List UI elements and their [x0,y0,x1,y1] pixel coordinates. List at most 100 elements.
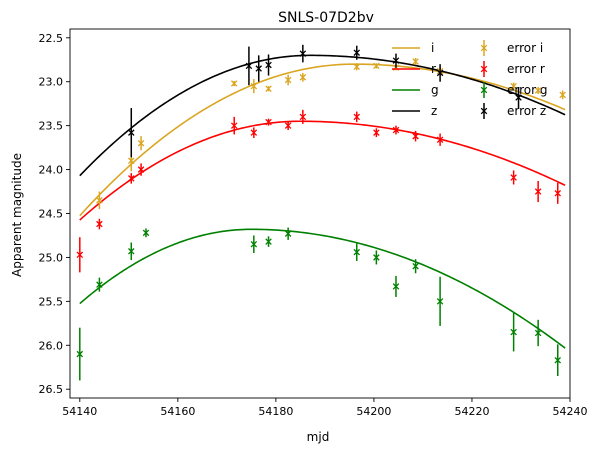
marker-error-r [353,113,361,121]
data-point-error-i-7 [299,72,307,82]
data-point-error-g-14 [554,344,562,377]
data-point-error-r-9 [353,111,361,123]
marker-error-g [510,328,517,336]
marker-error-g [392,283,400,290]
data-point-error-r-3 [137,163,145,176]
data-point-error-i-5 [265,85,272,93]
data-point-error-i-13 [510,82,517,90]
y-tick-label: 25.0 [39,251,64,264]
data-point-error-i-3 [230,80,238,87]
legend-swatch-marker [480,107,488,115]
data-point-error-r-12 [412,130,419,142]
legend-item-error-r: error r [480,61,545,77]
marker-error-r [392,126,400,134]
marker-error-r [284,122,292,129]
legend-item-z: z [392,104,437,118]
legend-item-i: i [392,41,434,55]
data-point-error-r-2 [128,173,135,184]
marker-error-i [412,58,419,65]
x-tick-label: 54160 [160,405,195,418]
data-point-error-g-11 [436,276,444,326]
fit-curve-g [79,228,566,349]
marker-error-i [373,62,380,70]
data-point-error-i-4 [250,79,258,94]
legend-label: g [431,83,439,97]
marker-error-i [230,80,238,87]
data-point-error-i-9 [373,62,380,70]
marker-error-r [436,136,444,143]
y-axis-label: Apparent magnitude [10,153,24,277]
marker-error-g [373,254,380,261]
legend-item-r: r [392,62,436,76]
x-tick-label: 54180 [258,405,293,418]
marker-error-z [128,129,135,136]
marker-error-i [128,157,135,165]
marker-error-r [230,122,238,129]
marker-error-r [96,220,103,228]
data-point-error-g-3 [142,228,150,238]
data-point-error-z-7 [436,64,444,82]
fit-curve-z [79,54,566,177]
y-tick-label: 24.0 [39,164,64,177]
legend-item-error-g: error g [480,82,547,98]
data-point-error-r-1 [96,218,103,230]
data-point-error-g-1 [96,277,103,292]
data-point-error-g-7 [353,243,361,261]
x-tick-label: 54200 [356,405,391,418]
marker-error-z [515,94,522,101]
marker-error-g [412,262,419,270]
marker-error-r [265,118,272,126]
marker-error-z [265,61,272,69]
data-point-error-i-15 [559,90,566,100]
data-point-error-g-10 [412,259,419,274]
marker-error-i [250,82,258,90]
legend-label: error r [507,62,545,76]
data-point-error-i-6 [284,74,292,86]
data-point-error-z-1 [245,46,253,86]
marker-error-r [128,175,135,182]
marker-error-z [353,49,361,56]
marker-error-g [76,350,84,358]
data-point-error-r-8 [299,109,307,124]
marker-error-r [76,251,84,259]
legend-label: error i [507,41,543,55]
fit-curve-r [79,120,566,221]
x-tick-label: 54140 [62,405,97,418]
marker-error-g [142,229,150,237]
marker-error-g [284,230,292,237]
marker-error-i [96,197,103,204]
marker-error-i [559,91,566,99]
data-point-error-z-3 [265,54,272,76]
data-point-error-g-6 [284,227,292,240]
data-point-error-z-5 [353,45,361,60]
marker-error-r [412,132,419,140]
marker-error-r [250,129,258,136]
data-point-error-i-0 [96,191,103,210]
marker-error-g [534,329,542,337]
legend-swatch-marker [480,86,488,94]
marker-error-z [392,57,400,64]
data-point-error-r-5 [250,127,258,138]
y-tick-label: 23.5 [39,120,64,133]
data-point-error-i-2 [137,136,145,151]
data-point-error-r-4 [230,116,238,135]
marker-error-g [250,240,258,248]
marker-error-i [265,85,272,93]
plot-area: 54140 54160 54180 54200 54220 54240 22.5 23.0 23… [39,28,588,418]
x-tick-label: 54220 [454,405,489,418]
y-tick-label: 23.0 [39,76,64,89]
y-tick-label: 25.5 [39,295,64,308]
data-point-error-r-6 [265,118,272,126]
legend-label: i [431,41,434,55]
marker-error-r [137,166,145,173]
data-point-error-r-7 [284,121,292,131]
data-point-error-g-4 [250,235,258,254]
data-point-error-z-8 [515,86,522,109]
marker-error-z [299,50,307,57]
data-point-error-i-8 [353,63,361,71]
marker-error-g [265,238,272,245]
data-point-error-r-0 [76,237,84,273]
data-point-error-i-14 [534,86,542,95]
data-point-error-i-11 [412,57,419,66]
legend-label: r [431,62,436,76]
